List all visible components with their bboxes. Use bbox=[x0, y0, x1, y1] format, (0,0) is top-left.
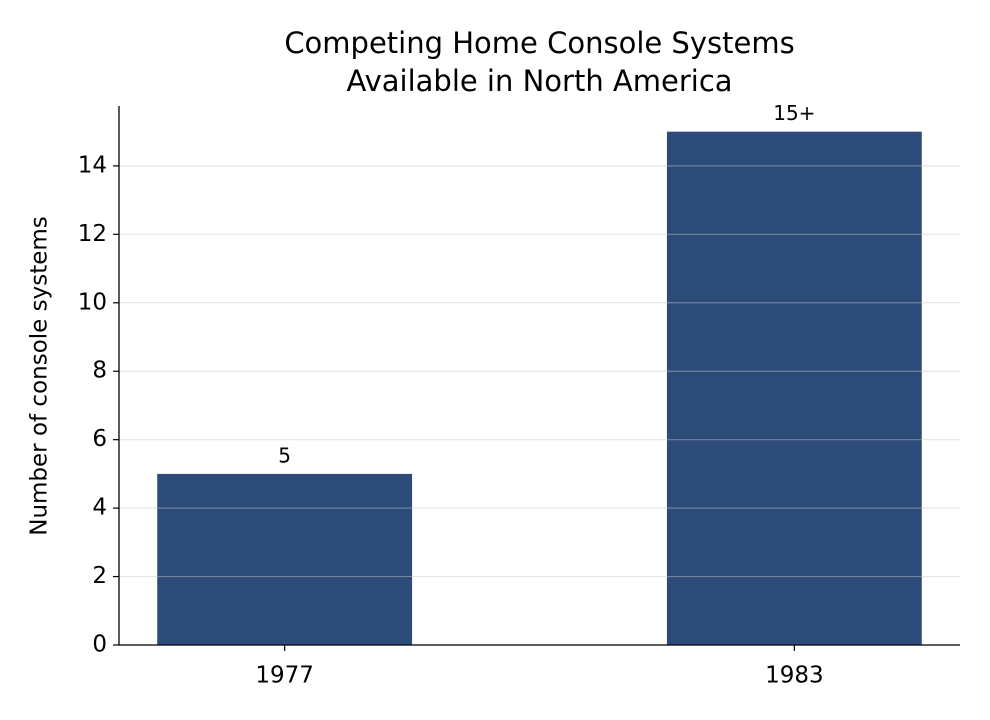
y-tick-label: 2 bbox=[92, 563, 107, 589]
y-tick-label: 0 bbox=[92, 632, 107, 658]
y-tick-label: 12 bbox=[78, 221, 107, 247]
x-tick-label: 1983 bbox=[765, 663, 824, 689]
y-tick-label: 14 bbox=[78, 152, 107, 178]
y-tick-label: 6 bbox=[92, 426, 107, 452]
value-label: 5 bbox=[278, 443, 291, 467]
bar bbox=[157, 473, 413, 645]
y-axis-label: Number of console systems bbox=[27, 216, 53, 536]
bar bbox=[666, 131, 922, 645]
y-tick-label: 10 bbox=[78, 289, 107, 315]
y-tick-label: 4 bbox=[92, 495, 107, 521]
y-tick-label: 8 bbox=[92, 358, 107, 384]
chart-title: Competing Home Console Systems Available… bbox=[284, 26, 795, 98]
value-label: 15+ bbox=[773, 101, 815, 125]
x-tick-label: 1977 bbox=[255, 663, 314, 689]
